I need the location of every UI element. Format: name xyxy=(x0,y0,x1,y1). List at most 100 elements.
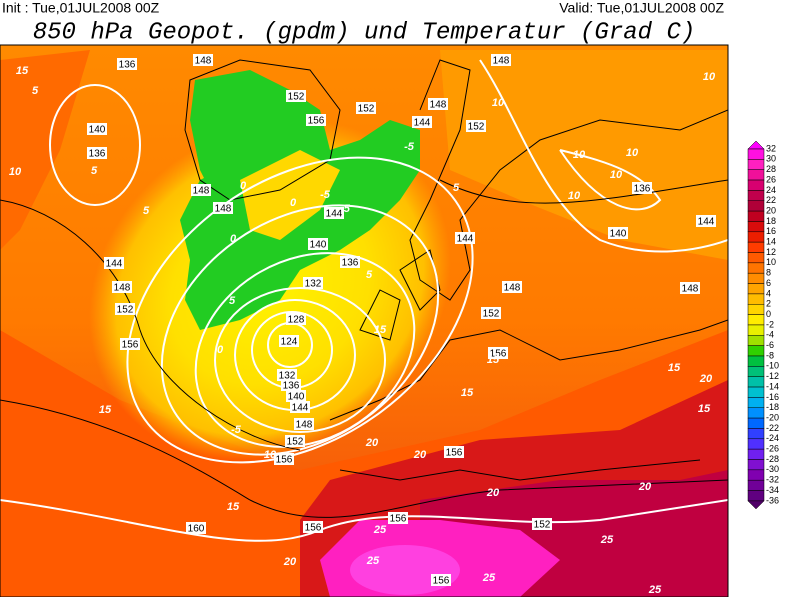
temperature-label: 20 xyxy=(365,437,379,449)
label-box xyxy=(532,518,552,530)
legend-swatch xyxy=(747,231,765,243)
label-box xyxy=(279,335,299,347)
legend-swatch xyxy=(747,324,765,336)
temperature-label: 5 xyxy=(453,182,460,194)
label-box xyxy=(104,257,124,269)
legend-label: -6 xyxy=(766,340,774,350)
coastline xyxy=(184,59,341,201)
legend-swatch xyxy=(747,241,765,253)
height-label: 148 xyxy=(430,100,447,111)
height-label: 156 xyxy=(276,455,293,466)
legend-label: 4 xyxy=(766,288,771,298)
height-label: 152 xyxy=(358,104,375,115)
legend-swatch xyxy=(747,448,765,460)
height-label: 152 xyxy=(534,520,551,531)
label-box xyxy=(431,574,451,586)
height-label: 152 xyxy=(483,309,500,320)
temperature-label: 5 xyxy=(32,85,39,97)
legend-label: 20 xyxy=(766,205,776,215)
temperature-label: 25 xyxy=(482,572,496,584)
temperature-label: 5 xyxy=(366,269,373,281)
init-time: Init : Tue,01JUL2008 00Z xyxy=(2,0,160,16)
label-box xyxy=(193,54,213,66)
legend-swatch xyxy=(747,366,765,377)
legend-swatch xyxy=(747,272,765,284)
temperature-label: -5 xyxy=(340,203,351,215)
temperature-label: 25 xyxy=(366,555,380,567)
legend-label: 2 xyxy=(766,299,771,309)
height-label: 156 xyxy=(122,340,139,351)
height-label: 136 xyxy=(342,258,359,269)
temperature-label: 0 xyxy=(230,233,237,245)
label-box xyxy=(87,123,107,135)
height-label: 132 xyxy=(279,371,296,382)
height-label: 152 xyxy=(468,122,485,133)
color-legend: 32302826242220181614121086420-2-4-6-8-10… xyxy=(747,140,779,510)
label-box xyxy=(428,98,448,110)
label-box xyxy=(286,313,306,325)
legend-label: -26 xyxy=(766,444,779,454)
height-label: 148 xyxy=(504,283,521,294)
legend-swatch xyxy=(747,417,765,429)
legend-swatch xyxy=(747,355,765,367)
height-label: 144 xyxy=(698,217,715,228)
height-label: 140 xyxy=(89,125,106,136)
temperature-label: 15 xyxy=(698,403,711,415)
height-label: 160 xyxy=(188,524,205,535)
height-label: 156 xyxy=(490,349,507,360)
label-box xyxy=(680,282,700,294)
legend-label: -24 xyxy=(766,433,779,443)
height-label: 148 xyxy=(195,56,212,67)
height-label: 144 xyxy=(292,403,309,414)
temperature-label: 10 xyxy=(492,97,505,109)
height-label: 144 xyxy=(106,259,123,270)
label-box xyxy=(294,418,314,430)
legend-label: 12 xyxy=(766,247,776,257)
height-label: 152 xyxy=(287,437,304,448)
legend-label: -36 xyxy=(766,495,779,505)
label-box xyxy=(186,522,206,534)
label-box xyxy=(308,238,328,250)
legend-swatch xyxy=(747,345,765,357)
height-label: 140 xyxy=(610,229,627,240)
label-box xyxy=(87,147,107,159)
temperature-label: 15 xyxy=(227,501,240,513)
label-box xyxy=(356,102,376,114)
legend-label: 32 xyxy=(766,143,776,153)
temperature-label: 5 xyxy=(229,295,236,307)
legend-label: 10 xyxy=(766,257,776,267)
label-box xyxy=(502,281,522,293)
label-box xyxy=(117,58,137,70)
height-label: 156 xyxy=(390,514,407,525)
height-label: 148 xyxy=(193,186,210,197)
temperature-label: 10 xyxy=(568,190,581,202)
height-label: 156 xyxy=(433,576,450,587)
legend-label: -30 xyxy=(766,464,779,474)
temperature-label: 0 xyxy=(240,180,247,192)
temperature-label: 25 xyxy=(648,584,662,596)
height-label: 124 xyxy=(281,337,298,348)
temperature-label: 15 xyxy=(461,387,474,399)
temperature-label: 20 xyxy=(413,449,427,461)
height-label: 148 xyxy=(114,283,131,294)
height-label: 140 xyxy=(288,392,305,403)
temperature-label: 25 xyxy=(373,524,387,536)
legend-swatch xyxy=(747,169,765,181)
legend-swatch xyxy=(747,148,765,160)
label-box xyxy=(213,202,233,214)
temperature-label: 10 xyxy=(9,166,22,178)
legend-label: -2 xyxy=(766,319,774,329)
legend-label: 26 xyxy=(766,174,776,184)
label-box xyxy=(696,215,716,227)
label-box xyxy=(306,114,326,126)
cool-region xyxy=(240,150,340,240)
temperature-label: 10 xyxy=(626,147,639,159)
label-box xyxy=(608,227,628,239)
temperature-label: 10 xyxy=(264,449,277,461)
temperature-label: 10 xyxy=(703,71,716,83)
temperature-label: 15 xyxy=(668,362,681,374)
height-label: 152 xyxy=(117,305,134,316)
height-label: 132 xyxy=(305,279,322,290)
legend-swatch xyxy=(747,293,765,305)
height-label: 144 xyxy=(326,209,343,220)
